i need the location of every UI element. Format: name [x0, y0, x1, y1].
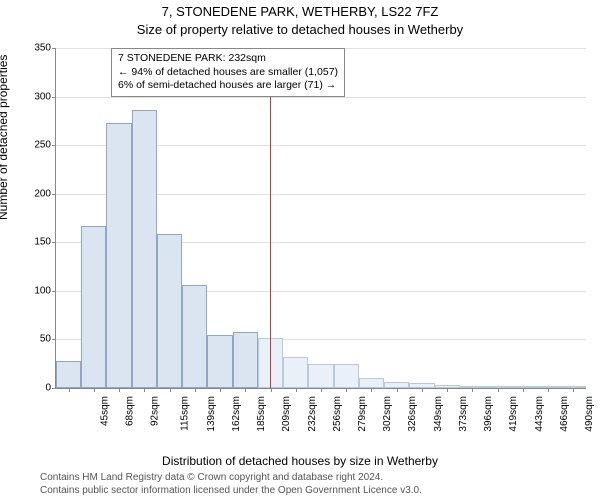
xtick-mark [220, 388, 221, 392]
plot-area: 05010015020025030035045sqm68sqm92sqm115s… [55, 48, 586, 389]
xtick-label: 326sqm [408, 390, 419, 432]
xtick-mark [144, 388, 145, 392]
ytick-label: 50 [40, 334, 56, 345]
footnote-line1: Contains HM Land Registry data © Crown c… [40, 472, 422, 485]
xtick-mark [245, 388, 246, 392]
xtick-mark [573, 388, 574, 392]
xtick-mark [69, 388, 70, 392]
xtick-mark [498, 388, 499, 392]
ytick-label: 300 [34, 91, 56, 102]
chart-container: 7, STONEDENE PARK, WETHERBY, LS22 7FZ Si… [0, 0, 600, 500]
xtick-label: 162sqm [231, 390, 242, 432]
xtick-mark [170, 388, 171, 392]
ytick-label: 0 [45, 383, 56, 394]
xtick-label: 68sqm [124, 390, 135, 426]
histogram-bar [106, 123, 131, 388]
x-axis-label: Distribution of detached houses by size … [0, 454, 600, 468]
histogram-bar [56, 361, 81, 388]
histogram-bar [207, 335, 232, 388]
xtick-label: 115sqm [180, 390, 191, 431]
xtick-label: 443sqm [534, 390, 545, 432]
histogram-bar [182, 285, 207, 388]
xtick-mark [422, 388, 423, 392]
xtick-mark [271, 388, 272, 392]
xtick-mark [472, 388, 473, 392]
xtick-label: 209sqm [281, 390, 292, 432]
ytick-label: 250 [34, 140, 56, 151]
xtick-mark [296, 388, 297, 392]
xtick-mark [548, 388, 549, 392]
xtick-label: 419sqm [509, 390, 520, 432]
histogram-bar [233, 332, 258, 388]
histogram-bar [359, 378, 384, 388]
ytick-label: 100 [34, 285, 56, 296]
footnote-line2: Contains public sector information licen… [40, 485, 422, 498]
xtick-label: 396sqm [483, 390, 494, 432]
xtick-label: 373sqm [458, 390, 469, 432]
xtick-mark [371, 388, 372, 392]
annotation-line1: 7 STONEDENE PARK: 232sqm [118, 52, 338, 66]
annotation-box: 7 STONEDENE PARK: 232sqm ← 94% of detach… [111, 48, 345, 97]
xtick-label: 349sqm [433, 390, 444, 432]
histogram-bar [81, 226, 106, 388]
xtick-label: 185sqm [256, 390, 267, 432]
xtick-label: 490sqm [584, 390, 595, 432]
xtick-label: 232sqm [307, 390, 318, 432]
histogram-bar [157, 234, 182, 388]
xtick-label: 45sqm [99, 390, 110, 426]
annotation-line2: ← 94% of detached houses are smaller (1,… [118, 66, 338, 80]
xtick-mark [195, 388, 196, 392]
xtick-label: 256sqm [332, 390, 343, 432]
histogram-bar [334, 364, 359, 388]
ytick-label: 150 [34, 237, 56, 248]
ytick-label: 200 [34, 188, 56, 199]
xtick-label: 279sqm [357, 390, 368, 432]
ytick-label: 350 [34, 43, 56, 54]
xtick-mark [447, 388, 448, 392]
annotation-line3: 6% of semi-detached houses are larger (7… [118, 79, 338, 93]
histogram-bar [132, 110, 157, 388]
xtick-label: 302sqm [382, 390, 393, 432]
xtick-mark [523, 388, 524, 392]
histogram-bar [283, 357, 308, 388]
xtick-label: 139sqm [206, 390, 217, 432]
footnote: Contains HM Land Registry data © Crown c… [40, 472, 422, 497]
xtick-mark [321, 388, 322, 392]
y-axis-label: Number of detached properties [0, 55, 10, 220]
xtick-label: 466sqm [559, 390, 570, 432]
xtick-mark [119, 388, 120, 392]
xtick-mark [94, 388, 95, 392]
xtick-mark [397, 388, 398, 392]
reference-line [270, 48, 271, 388]
chart-title-line1: 7, STONEDENE PARK, WETHERBY, LS22 7FZ [0, 4, 600, 19]
histogram-bar [308, 364, 333, 388]
xtick-mark [346, 388, 347, 392]
xtick-label: 92sqm [150, 390, 161, 426]
chart-title-line2: Size of property relative to detached ho… [0, 22, 600, 37]
